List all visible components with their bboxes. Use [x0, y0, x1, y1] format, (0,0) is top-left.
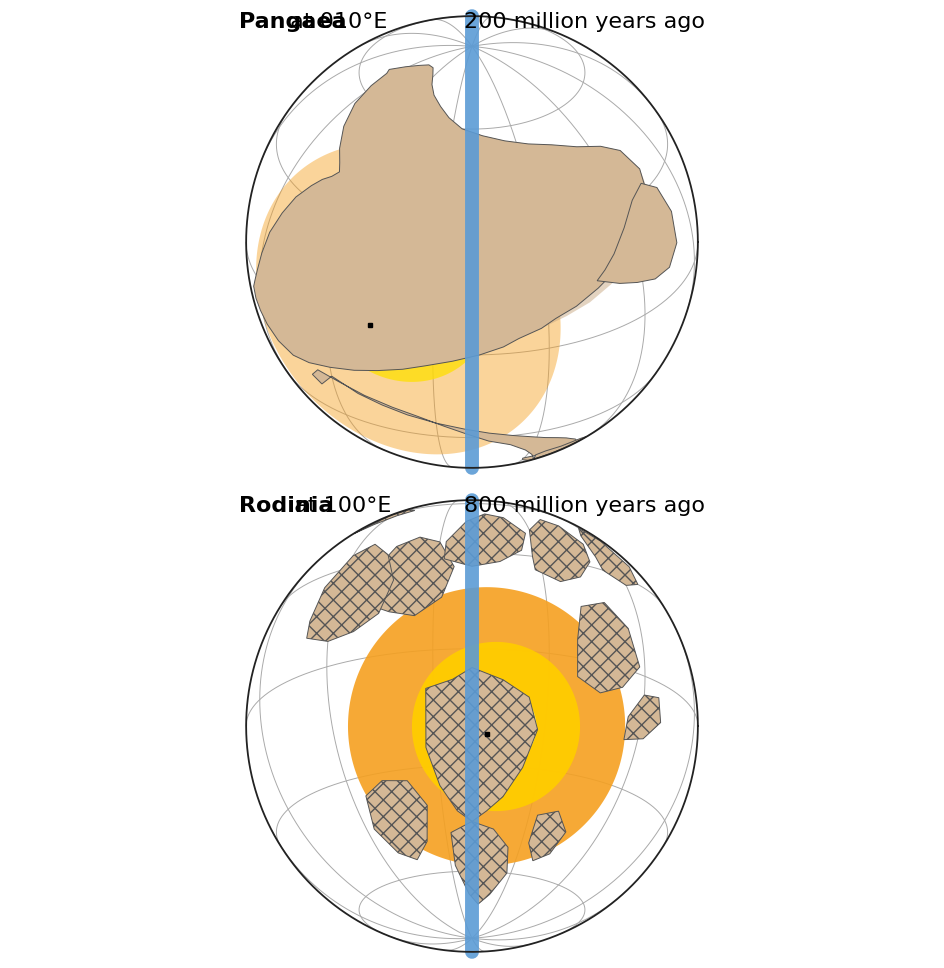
Polygon shape — [459, 687, 536, 766]
Text: Rodinia: Rodinia — [240, 496, 334, 516]
Polygon shape — [624, 695, 661, 740]
Text: 200 million years ago: 200 million years ago — [464, 12, 704, 32]
Polygon shape — [530, 520, 590, 582]
Polygon shape — [412, 642, 580, 811]
Polygon shape — [307, 544, 394, 642]
Polygon shape — [366, 780, 428, 860]
Polygon shape — [451, 822, 508, 904]
Polygon shape — [246, 500, 698, 952]
Polygon shape — [532, 437, 586, 460]
Polygon shape — [598, 183, 677, 284]
Polygon shape — [246, 16, 698, 468]
Polygon shape — [354, 510, 414, 533]
Polygon shape — [426, 668, 537, 822]
Polygon shape — [348, 588, 625, 865]
Text: at 010°E: at 010°E — [283, 12, 388, 32]
Text: Pangaea: Pangaea — [240, 12, 346, 32]
Polygon shape — [370, 233, 446, 311]
Polygon shape — [578, 602, 640, 693]
Text: at 100°E: at 100°E — [287, 496, 391, 516]
Polygon shape — [463, 129, 649, 348]
Polygon shape — [445, 514, 526, 566]
Polygon shape — [256, 143, 561, 454]
Polygon shape — [529, 811, 565, 861]
Polygon shape — [254, 65, 649, 371]
Polygon shape — [579, 529, 638, 586]
Polygon shape — [312, 370, 580, 461]
Text: 800 million years ago: 800 million years ago — [464, 496, 704, 516]
Polygon shape — [369, 537, 454, 616]
Polygon shape — [314, 197, 495, 382]
